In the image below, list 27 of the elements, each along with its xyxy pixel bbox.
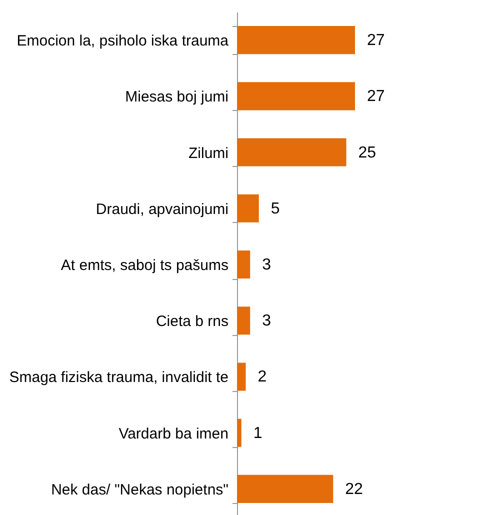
data-label: 3 [262,256,272,274]
bar [237,138,346,166]
y-tick-label: Vardarb ba imen [118,425,228,442]
y-tick-label: Cieta b rns [156,313,228,330]
bar [237,194,259,222]
data-label: 1 [253,424,262,442]
bar [237,474,334,503]
y-tick-label: Miesas boj jumi [125,88,228,106]
data-label: 27 [367,32,385,50]
y-tick-label: Nek das/ "Nekas nopietns" [51,481,228,498]
bar [237,306,250,335]
bar [237,418,242,447]
bar [237,82,355,110]
bar [237,250,250,279]
y-tick-label: Smaga fiziska trauma, invalidit te [9,369,228,386]
bar [237,26,355,54]
data-label: 5 [270,200,280,218]
y-tick-label: Draudi, apvainojumi [96,200,228,218]
data-label: 22 [345,480,364,498]
y-tick-label: Zilumi [188,144,228,162]
data-label: 3 [262,312,272,330]
y-tick-label: At emts, saboj ts pašums [60,257,228,274]
data-label: 27 [367,88,385,106]
data-label: 25 [358,144,376,162]
data-label: 2 [258,368,267,386]
y-tick-label: Emocion la, psiholo iska trauma [16,32,230,50]
bar [237,362,246,391]
